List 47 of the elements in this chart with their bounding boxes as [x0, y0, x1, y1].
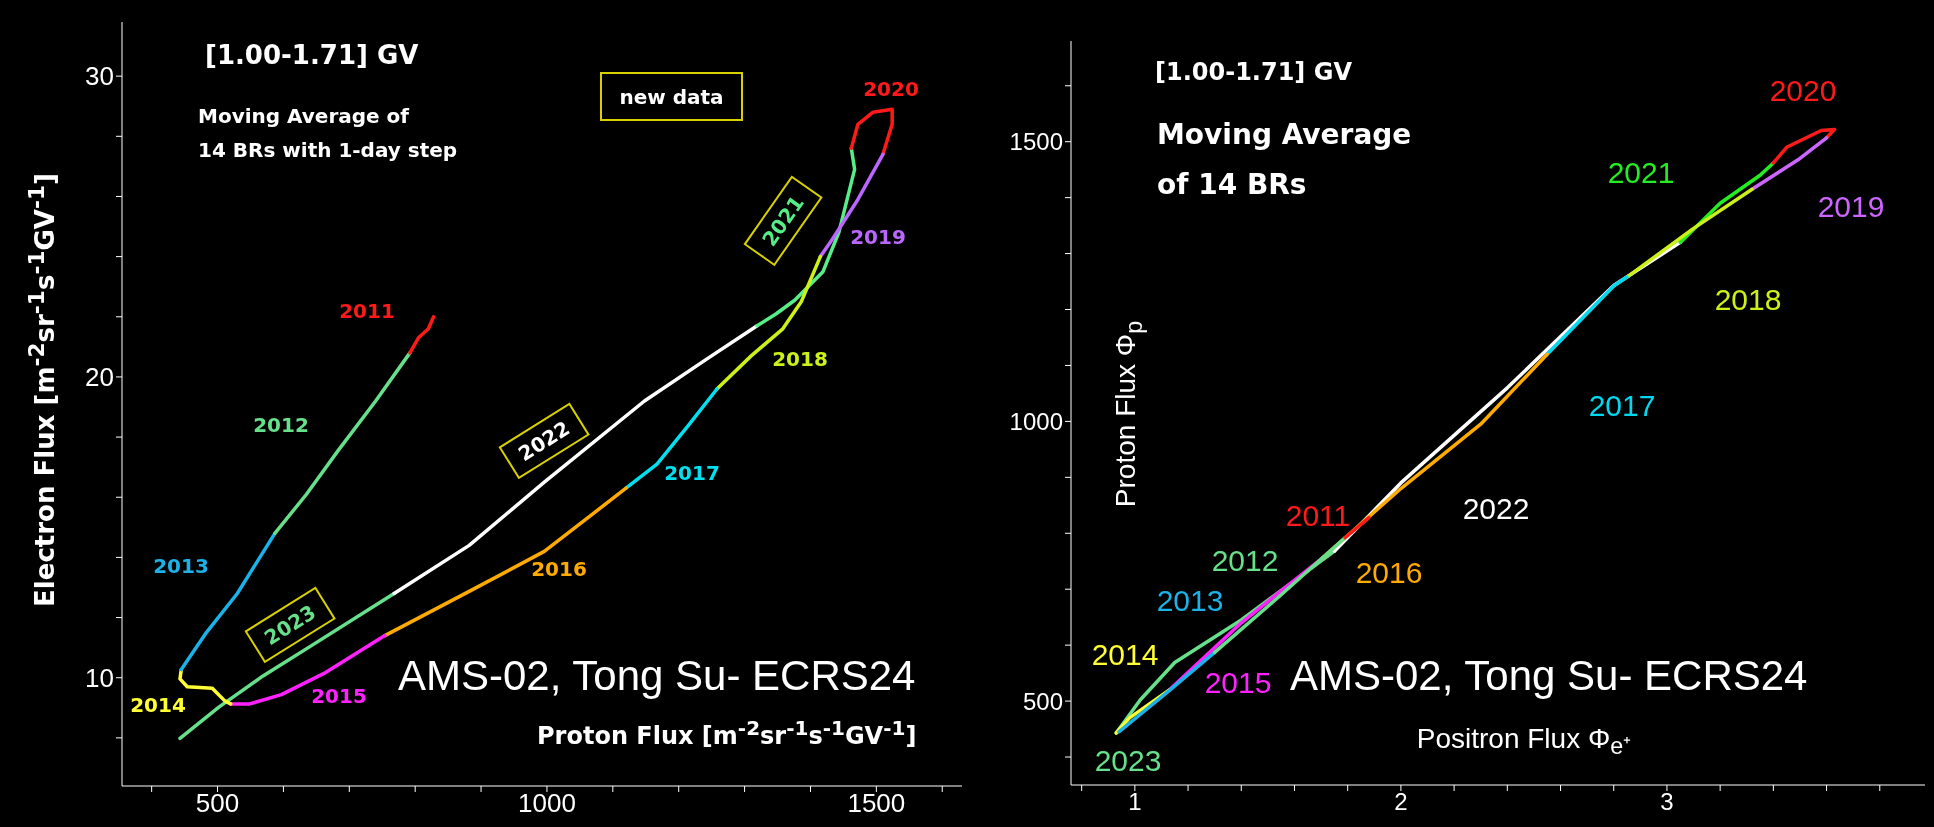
series-label: 2014 — [130, 693, 186, 717]
series-label: 2015 — [311, 684, 367, 708]
x-tick-label: 1000 — [518, 788, 576, 819]
y-tick-label: 30 — [85, 61, 114, 92]
x-tick-label: 2 — [1394, 788, 1408, 816]
annotation: [1.00-1.71] GV — [1155, 58, 1352, 86]
x-tick-label: 1 — [1128, 788, 1142, 816]
annotation: Moving Average of — [198, 104, 410, 128]
series-label: 2011 — [1285, 498, 1351, 532]
y-tick-label: 500 — [1022, 687, 1063, 715]
x-axis-title: Positron Flux Φ$_{e⁺}$ — [1416, 722, 1632, 762]
series-label: 2018 — [772, 347, 828, 371]
annotation: of 14 BRs — [1157, 168, 1307, 201]
label-box: new data — [600, 72, 743, 121]
text: Proton Flux [m$^{-2}$sr$^{-1}$s$^{-1}$GV$^{-1}$] — [537, 716, 917, 750]
series-label: 2014 — [1091, 637, 1159, 671]
y-tick-label: 1500 — [1009, 128, 1063, 156]
y-tick-label: 20 — [85, 362, 114, 393]
series-label: 2017 — [1588, 388, 1656, 422]
annotation: new data — [619, 84, 724, 109]
y-tick-label: 1000 — [1009, 407, 1063, 435]
x-tick-label: 3 — [1660, 788, 1674, 816]
series-label: 2013 — [1156, 583, 1224, 617]
series-label: 2023 — [1094, 743, 1162, 777]
x-tick-label: 1500 — [847, 788, 906, 819]
series-label: 2012 — [1211, 543, 1279, 577]
series-label: 2021 — [1607, 155, 1675, 189]
x-tick-label: 500 — [195, 788, 240, 819]
annotation: AMS-02, Tong Su- ECRS24 — [398, 652, 916, 699]
series-label: 2017 — [664, 461, 720, 485]
series-label: 2016 — [531, 557, 587, 581]
series-label: 2015 — [1204, 665, 1272, 699]
series-label: 2011 — [339, 299, 395, 323]
annotation: AMS-02, Tong Su- ECRS24 — [1290, 652, 1808, 699]
series-label: 2019 — [1817, 189, 1885, 223]
y-tick-label: 10 — [85, 662, 114, 693]
series-label: 2018 — [1714, 282, 1782, 316]
series-label: 2016 — [1355, 555, 1423, 589]
series-label: 2022 — [1462, 491, 1530, 525]
annotation: [1.00-1.71] GV — [205, 40, 419, 70]
series-label: 2012 — [253, 413, 309, 437]
series-label: 2019 — [850, 225, 906, 249]
annotation: Moving Average — [1157, 118, 1412, 151]
series-label: 2013 — [153, 554, 209, 578]
annotation: 14 BRs with 1-day step — [198, 138, 458, 162]
series-label: 2020 — [1769, 73, 1837, 107]
series-label: 2020 — [863, 77, 919, 101]
